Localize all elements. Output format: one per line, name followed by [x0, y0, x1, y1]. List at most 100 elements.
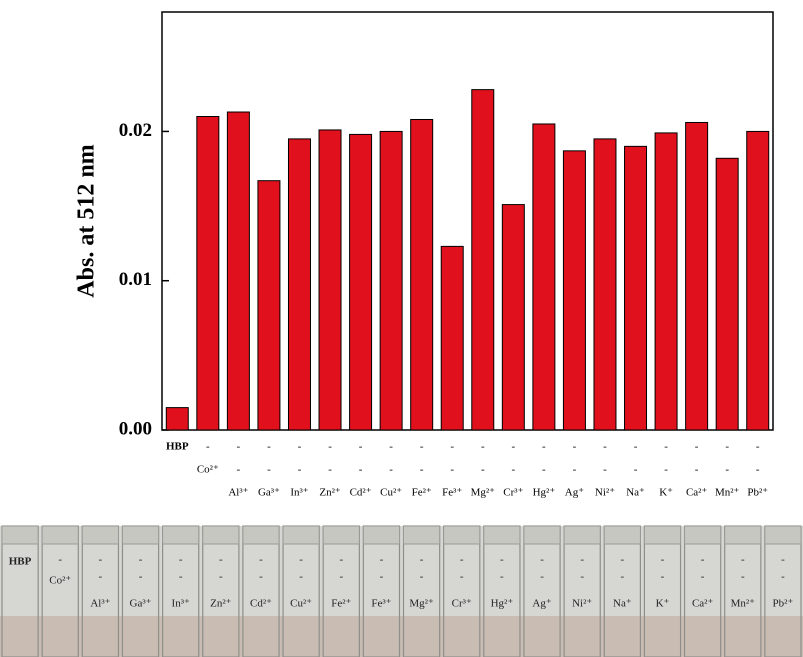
x-absent-mark: - — [420, 441, 424, 453]
x-absent-mark: - — [359, 464, 363, 476]
x-tick-label: HBP — [166, 441, 189, 453]
photo-absent-mark: - — [620, 571, 624, 583]
y-axis-label: Abs. at 512 nm — [74, 144, 100, 297]
photo-absent-mark: - — [741, 571, 745, 583]
bar — [716, 158, 738, 430]
x-absent-mark: - — [359, 441, 363, 453]
photo-label: Hg²⁺ — [491, 598, 514, 610]
vial-cap — [122, 526, 158, 544]
photo-absent-mark: - — [219, 554, 223, 566]
x-absent-mark: - — [542, 441, 546, 453]
vial-cap — [685, 526, 721, 544]
photo-absent-mark: - — [661, 554, 665, 566]
bar — [350, 134, 372, 430]
photo-absent-mark: - — [540, 554, 544, 566]
bar — [472, 90, 494, 430]
vial-cap — [604, 526, 640, 544]
photo-label: Ni²⁺ — [572, 598, 592, 610]
bar — [319, 130, 341, 430]
x-absent-mark: - — [389, 464, 393, 476]
vial-cap — [283, 526, 319, 544]
x-absent-mark: - — [298, 464, 302, 476]
x-absent-mark: - — [542, 464, 546, 476]
x-absent-mark: - — [237, 464, 241, 476]
photo-label: Cr³⁺ — [452, 598, 472, 610]
photo-absent-mark: - — [259, 571, 263, 583]
vial-cap — [444, 526, 480, 544]
photo-label: Al³⁺ — [90, 598, 110, 610]
photo-absent-mark: - — [781, 571, 785, 583]
y-tick-label: 0.01 — [119, 269, 152, 290]
vial-cap — [725, 526, 761, 544]
vial-cap — [524, 526, 560, 544]
vial-cap — [82, 526, 118, 544]
photo-absent-mark: - — [460, 571, 464, 583]
bar — [533, 124, 555, 430]
x-absent-mark: - — [206, 441, 210, 453]
vial-cap — [42, 526, 78, 544]
bar — [197, 117, 219, 431]
photo-absent-mark: - — [299, 554, 303, 566]
x-tick-label: Ni²⁺ — [595, 487, 615, 499]
x-absent-mark: - — [267, 464, 271, 476]
photo-label: Ga³⁺ — [130, 598, 152, 610]
bar — [441, 246, 463, 430]
bar — [594, 139, 616, 430]
photo-absent-mark: - — [540, 571, 544, 583]
bar — [502, 205, 524, 430]
photo-label: Co²⁺ — [49, 575, 71, 587]
photo-absent-mark: - — [99, 571, 103, 583]
x-tick-label: Cr³⁺ — [503, 487, 523, 499]
bar — [411, 119, 433, 430]
vial-cap — [765, 526, 801, 544]
photo-absent-mark: - — [701, 554, 705, 566]
x-absent-mark: - — [450, 441, 454, 453]
bar — [686, 122, 708, 430]
x-absent-mark: - — [603, 464, 607, 476]
vial-cap — [2, 526, 38, 544]
photo-absent-mark: - — [339, 571, 343, 583]
x-absent-mark: - — [298, 441, 302, 453]
photo-label: Cd²⁺ — [250, 598, 272, 610]
x-tick-label: Fe³⁺ — [442, 487, 462, 499]
photo-absent-mark: - — [420, 554, 424, 566]
photo-absent-mark: - — [179, 571, 183, 583]
vial-cap — [363, 526, 399, 544]
photo-absent-mark: - — [179, 554, 183, 566]
x-tick-label: Hg²⁺ — [533, 487, 556, 499]
photo-label: Na⁺ — [613, 598, 632, 610]
vial-cap — [644, 526, 680, 544]
x-tick-label: Ga³⁺ — [258, 487, 280, 499]
x-absent-mark: - — [664, 441, 668, 453]
bar — [166, 408, 188, 430]
x-absent-mark: - — [695, 464, 699, 476]
photo-label: K⁺ — [656, 598, 670, 610]
vial-cap — [484, 526, 520, 544]
x-absent-mark: - — [634, 464, 638, 476]
x-tick-label: K⁺ — [659, 487, 673, 499]
photo-absent-mark: - — [219, 571, 223, 583]
vial-cap — [564, 526, 600, 544]
x-tick-label: Mn²⁺ — [715, 487, 740, 499]
x-tick-label: Pb²⁺ — [747, 487, 768, 499]
vial-cap — [404, 526, 440, 544]
photo-absent-mark: - — [741, 554, 745, 566]
x-tick-label: Mg²⁺ — [471, 487, 496, 499]
photo-label: Mn²⁺ — [731, 598, 756, 610]
photo-label: In³⁺ — [172, 598, 190, 610]
photo-label: Zn²⁺ — [210, 598, 232, 610]
vial-cap — [243, 526, 279, 544]
photo-absent-mark: - — [299, 571, 303, 583]
y-tick-label: 0.02 — [119, 120, 152, 141]
photo-label: Fe³⁺ — [371, 598, 391, 610]
x-absent-mark: - — [573, 441, 577, 453]
photo-absent-mark: - — [58, 554, 62, 566]
x-absent-mark: - — [420, 464, 424, 476]
photo-base — [0, 616, 803, 657]
photo-absent-mark: - — [460, 554, 464, 566]
photo-absent-mark: - — [580, 571, 584, 583]
photo-absent-mark: - — [139, 554, 143, 566]
bar — [227, 112, 249, 430]
photo-absent-mark: - — [259, 554, 263, 566]
photo-label: Mg²⁺ — [409, 598, 434, 610]
